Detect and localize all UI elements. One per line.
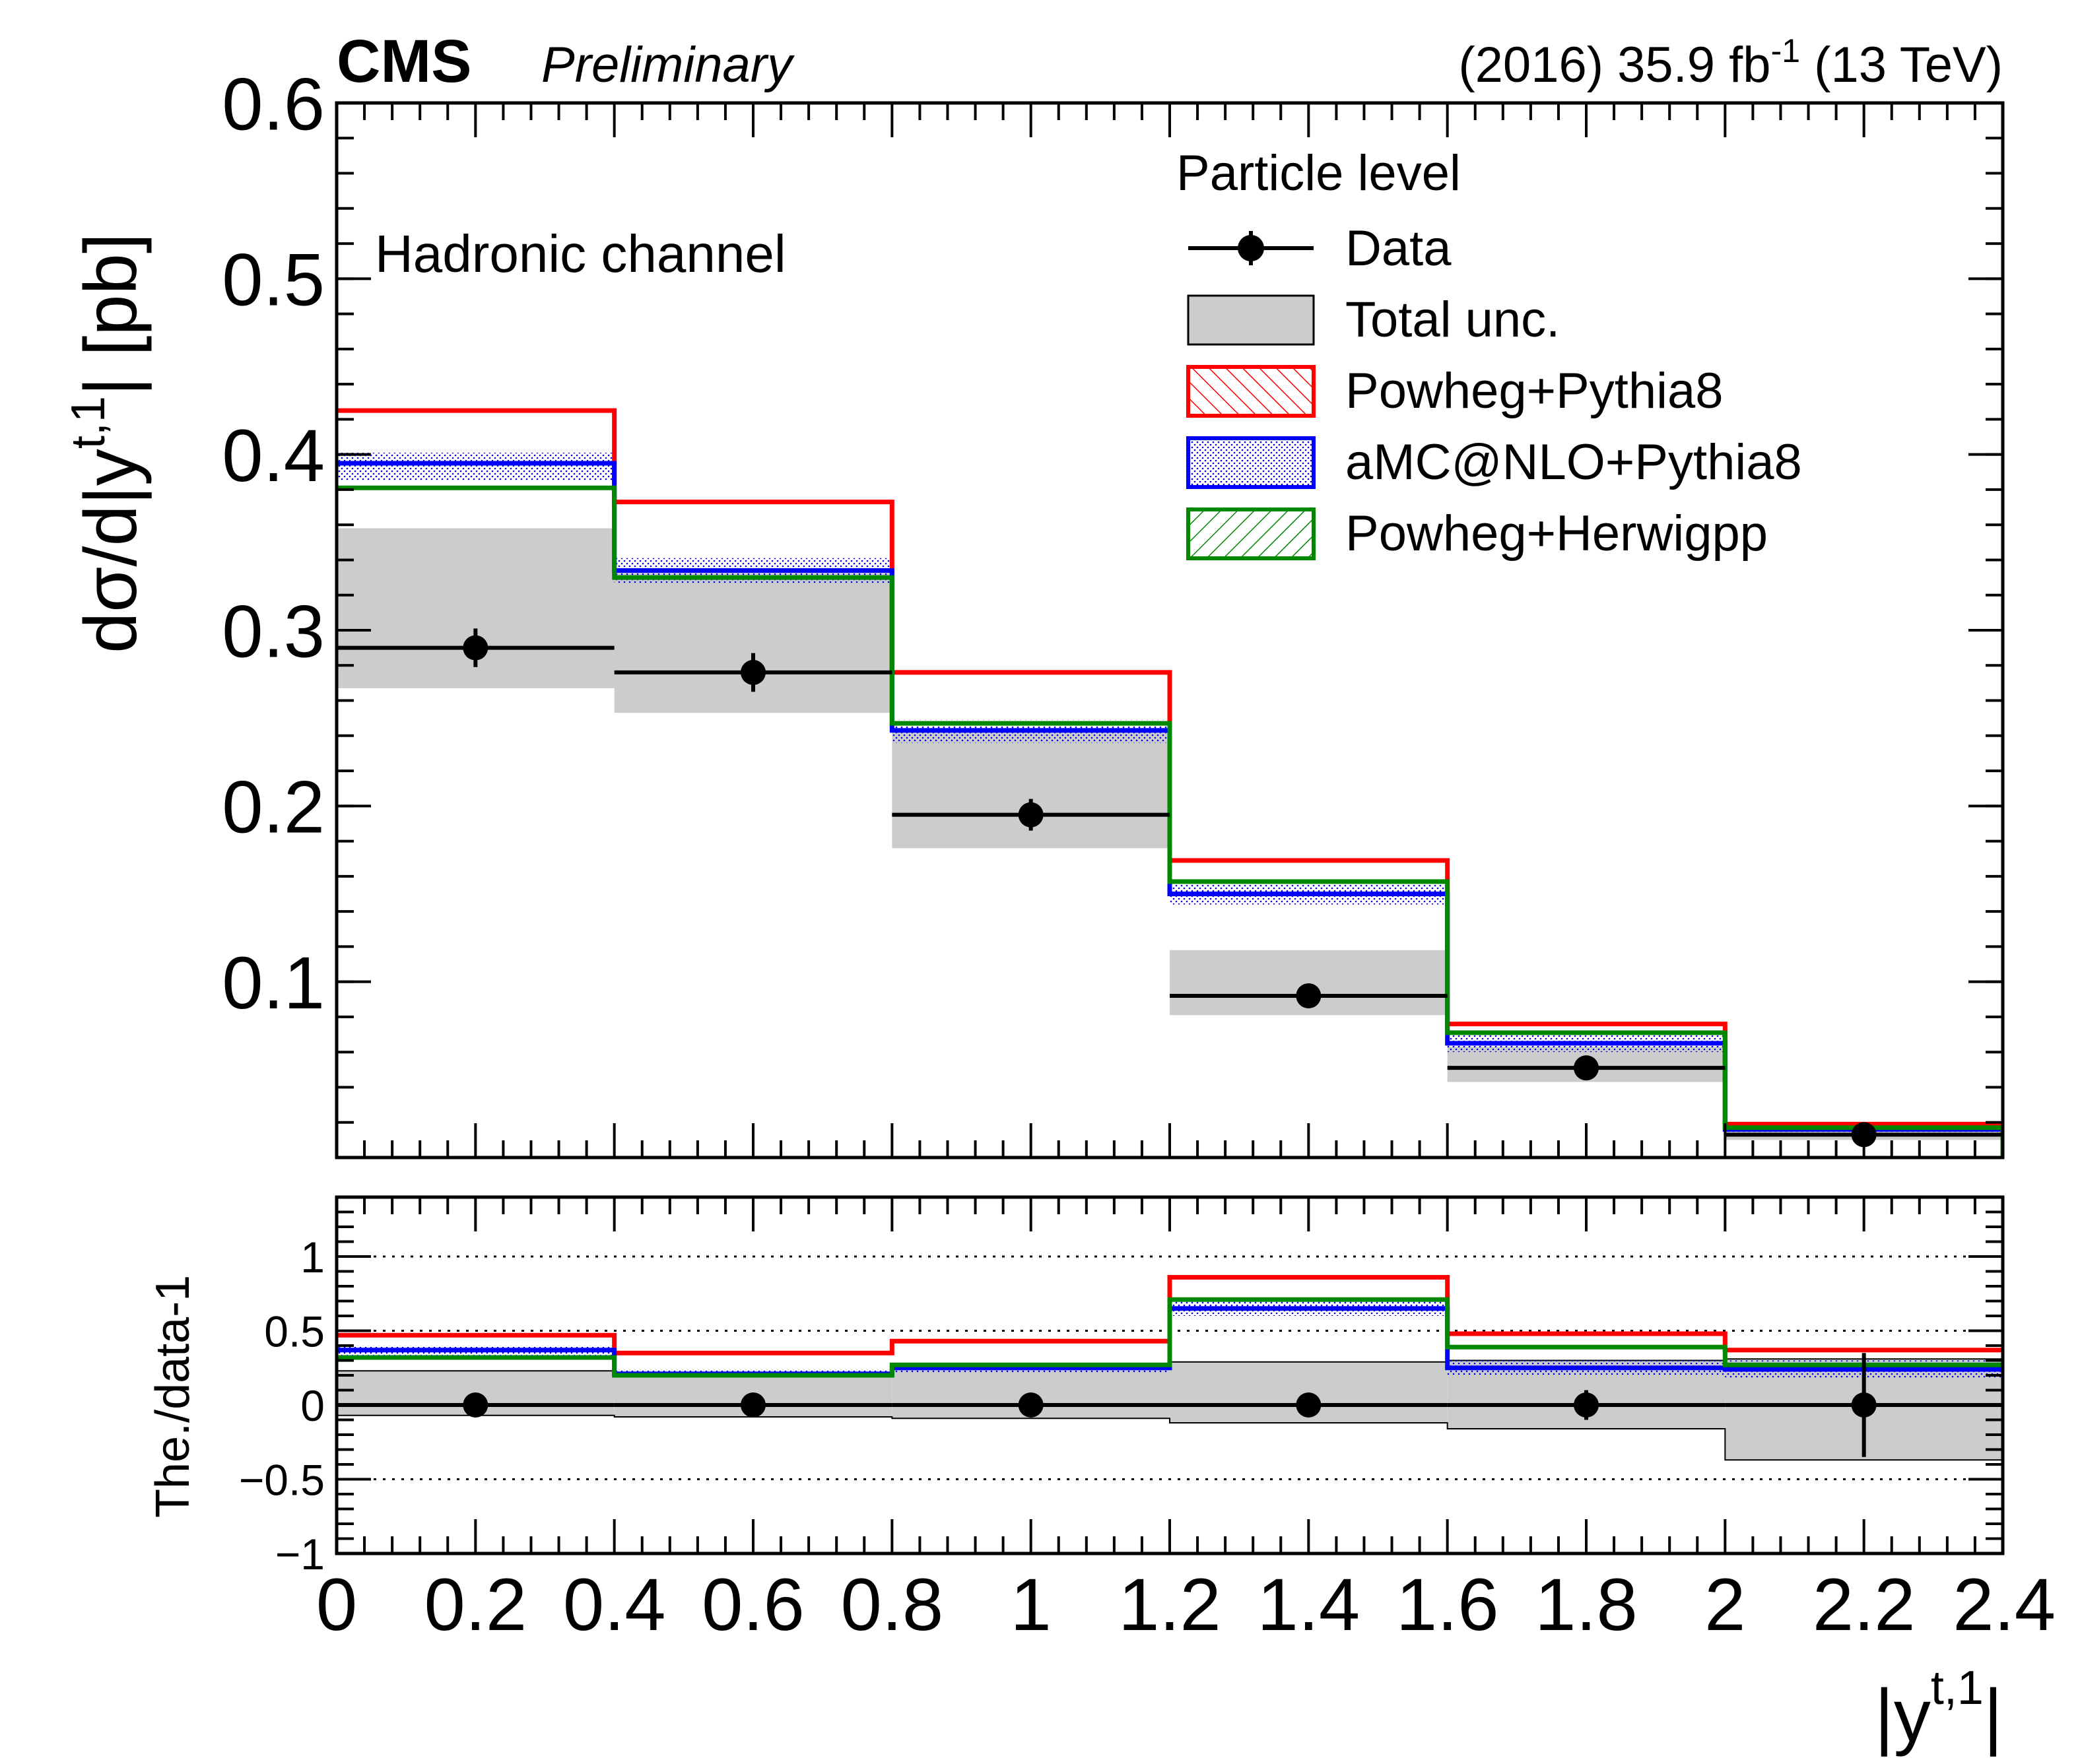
y-tick-label: 1	[300, 1233, 325, 1282]
main-ylabel-suffix: | [pb]	[69, 233, 152, 396]
legend-entry-amcnlo-pythia8: aMC@NLO+Pythia8	[1186, 434, 1802, 490]
xlabel-base: |y	[1875, 1674, 1931, 1757]
legend-label-powheg-pythia8: Powheg+Pythia8	[1345, 363, 1724, 419]
lumi-suffix: (13 TeV)	[1800, 37, 2003, 93]
experiment-label: CMS	[337, 28, 471, 95]
amcnlo-pythia8-band-bin	[337, 453, 615, 481]
x-tick-label: 1.2	[1118, 1563, 1221, 1646]
xlabel-superscript: t,1	[1931, 1662, 1984, 1715]
x-tick-label: 0.4	[563, 1563, 666, 1646]
powheg-herwigpp-histogram	[337, 1297, 2003, 1378]
main-panel: 0.1 0.2 0.3 0.4 0.5 0.6 Hadronic channel dσ/d…	[62, 63, 2005, 1160]
ratio-y-axis-title: The./data-1	[147, 1275, 199, 1518]
legend-swatch-amcnlo-pythia8	[1186, 436, 1316, 489]
xlabel-suffix: |	[1984, 1674, 2003, 1757]
y-tick-label: 0.5	[264, 1307, 325, 1356]
total-unc-lower-edge	[337, 1414, 2003, 1461]
y-tick-label: 0.2	[222, 766, 325, 849]
x-tick-label: 0.6	[702, 1563, 805, 1646]
x-tick-label: 1	[1011, 1563, 1052, 1646]
luminosity-label: (2016) 35.9 fb-1 (13 TeV)	[1458, 32, 2003, 93]
x-tick-label: 0	[316, 1563, 357, 1646]
ratio-model-histograms	[337, 1275, 2003, 1379]
legend-swatch-powheg-herwigpp	[1186, 507, 1316, 560]
y-tick-label: −0.5	[239, 1455, 325, 1504]
lumi-exponent: -1	[1771, 32, 1800, 69]
ratio-data-points	[337, 1353, 2003, 1457]
legend-swatch-powheg-pythia8	[1186, 365, 1316, 418]
x-tick-label: 2.2	[1813, 1563, 1916, 1646]
ratio-panel: −1−0.500.51 0 0.2 0.4 0.6 0.8 1 1.2 1.4 1.6 1.8 2 2…	[147, 1195, 2056, 1757]
legend-label-powheg-herwigpp: Powheg+Herwigpp	[1345, 506, 1768, 562]
status-label: Preliminary	[541, 37, 795, 93]
legend-entry-data: Data	[1188, 220, 1452, 277]
ratio-y-axis: −1 −0.5 0 0.5 1	[239, 1196, 2003, 1579]
y-tick-label: 0.6	[222, 63, 325, 145]
main-x-ticks	[335, 103, 2004, 1158]
data-point	[741, 1392, 766, 1418]
legend-data-marker	[1238, 235, 1264, 261]
lumi-prefix: (2016) 35.9 fb	[1458, 37, 1770, 93]
main-model-histograms	[337, 408, 2003, 1158]
main-ylabel-superscript: t,1	[62, 396, 115, 449]
data-point	[1296, 983, 1322, 1008]
x-axis-title: |yt,1|	[1875, 1662, 2003, 1757]
legend-swatch-total-unc	[1187, 294, 1315, 346]
channel-annotation: Hadronic channel	[375, 224, 786, 283]
legend-entry-total-unc: Total unc.	[1187, 292, 1560, 348]
y-tick-label: 0.4	[222, 414, 325, 497]
legend-label-data: Data	[1345, 220, 1452, 277]
legend-entry-powheg-pythia8: Powheg+Pythia8	[1186, 363, 1724, 419]
data-point	[463, 1392, 488, 1418]
data-point	[1851, 1392, 1877, 1418]
x-tick-label: 1.4	[1257, 1563, 1360, 1646]
main-frame	[335, 101, 2005, 1160]
legend-entry-powheg-herwigpp: Powheg+Herwigpp	[1186, 506, 1768, 562]
legend-title: Particle level	[1176, 145, 1461, 201]
x-tick-label: 0.8	[840, 1563, 943, 1646]
data-point	[1574, 1392, 1599, 1418]
data-point	[1018, 1392, 1044, 1418]
ratio-x-axis: 0 0.2 0.4 0.6 0.8 1 1.2 1.4 1.6 1.8 2 2.2 2.4	[316, 1197, 2056, 1646]
x-tick-label: 0.2	[424, 1563, 527, 1646]
main-ylabel-base: dσ/d|y	[69, 449, 152, 653]
legend: Particle level Data Total unc. Powheg+Py…	[1176, 145, 1802, 562]
y-tick-label: 0.1	[222, 942, 325, 1024]
y-tick-label: 0.3	[222, 590, 325, 672]
data-point	[1296, 1392, 1322, 1418]
x-tick-label: 1.6	[1396, 1563, 1499, 1646]
data-point	[1574, 1055, 1599, 1081]
y-tick-label: 0.5	[222, 239, 325, 321]
x-tick-label: 1.8	[1535, 1563, 1638, 1646]
main-data-points	[337, 628, 2003, 1148]
y-tick-label: 0	[300, 1381, 325, 1430]
data-point	[1018, 802, 1044, 828]
ratio-frame	[335, 1195, 2005, 1555]
main-y-axis-title: dσ/d|yt,1| [pb]	[62, 233, 152, 653]
y-tick-label: −1	[275, 1530, 325, 1579]
data-point	[741, 659, 766, 685]
x-tick-label: 2	[1704, 1563, 1745, 1646]
legend-label-amcnlo-pythia8: aMC@NLO+Pythia8	[1345, 434, 1802, 490]
data-point	[463, 635, 488, 661]
x-tick-label: 2.4	[1953, 1563, 2056, 1646]
legend-label-total-unc: Total unc.	[1345, 292, 1560, 348]
